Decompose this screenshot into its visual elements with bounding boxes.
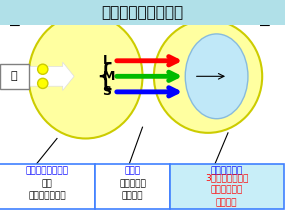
Ellipse shape <box>154 20 262 133</box>
FancyBboxPatch shape <box>0 64 28 89</box>
FancyArrow shape <box>28 62 74 91</box>
Text: 光を
電気信号に変換: 光を 電気信号に変換 <box>28 179 66 201</box>
Text: 脳（視覚野）: 脳（視覚野） <box>210 166 243 176</box>
Ellipse shape <box>185 34 248 119</box>
Text: M: M <box>103 70 115 83</box>
Text: 電気信号を
脳に伝達: 電気信号を 脳に伝達 <box>119 179 146 201</box>
Text: 人間の眼と脳の働き: 人間の眼と脳の働き <box>101 5 184 20</box>
Circle shape <box>38 78 48 88</box>
FancyBboxPatch shape <box>170 164 284 209</box>
Text: {: { <box>95 62 115 91</box>
Text: 3つの電気信号の
強度「比」で
色を認識: 3つの電気信号の 強度「比」で 色を認識 <box>205 173 248 207</box>
FancyBboxPatch shape <box>0 164 95 209</box>
Ellipse shape <box>28 14 142 138</box>
Text: 光: 光 <box>11 71 18 81</box>
Text: 脳: 脳 <box>259 8 271 27</box>
Text: 眼: 眼 <box>9 8 20 27</box>
FancyBboxPatch shape <box>95 164 170 209</box>
Circle shape <box>38 64 48 74</box>
Text: S: S <box>103 85 112 98</box>
Text: 視神経: 視神経 <box>125 166 141 176</box>
Text: L: L <box>103 54 111 67</box>
Text: 視細胞（錐状体）: 視細胞（錐状体） <box>26 166 68 176</box>
